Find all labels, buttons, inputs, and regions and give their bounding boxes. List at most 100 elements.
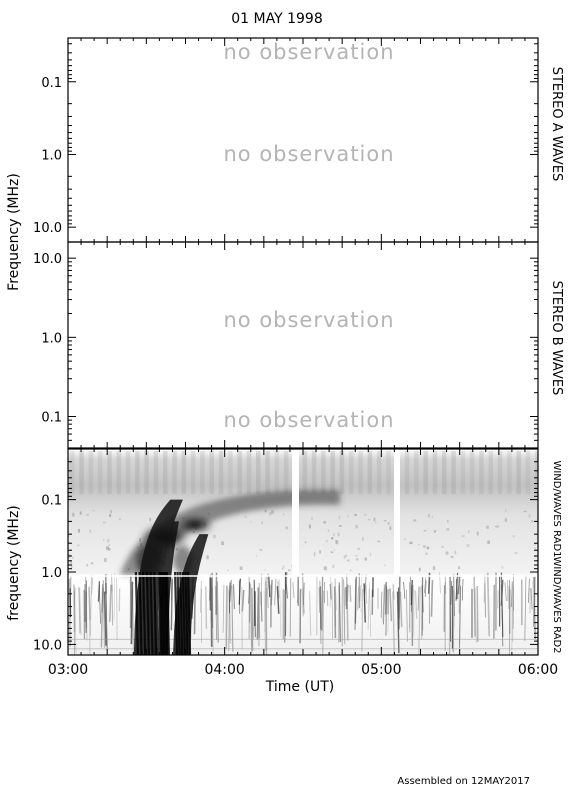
type-iii-burst-striation bbox=[173, 571, 179, 655]
rad1-speckle bbox=[343, 555, 346, 559]
rad2-noise-streak bbox=[225, 585, 228, 649]
rad1-speckle bbox=[387, 522, 390, 525]
rad1-modulation-stripe bbox=[349, 451, 354, 495]
rad1-modulation-stripe bbox=[432, 451, 438, 495]
rad2-noise-streak bbox=[354, 576, 357, 624]
rad1-speckle bbox=[355, 555, 358, 557]
rad2-noise-streak bbox=[130, 581, 134, 645]
rad2-noise-streak bbox=[410, 576, 413, 612]
rad1-speckle bbox=[487, 540, 491, 544]
panel-wind: 0.1 1.0 10.0 frequency (MHz) WIND/WAVES RA… bbox=[6, 448, 562, 656]
rad1-modulation-stripe bbox=[376, 451, 382, 495]
rad1-speckle bbox=[345, 554, 348, 557]
rad1-speckle bbox=[77, 529, 81, 533]
stereo-a-y-tick-label: 1.0 bbox=[41, 148, 62, 163]
rad2-noise-streak bbox=[321, 590, 325, 655]
rad1-speckle bbox=[350, 569, 352, 572]
rad1-modulation-stripe bbox=[479, 451, 484, 495]
type-iii-burst-striation bbox=[159, 571, 165, 655]
rad2-noise-streak bbox=[474, 587, 477, 643]
rad1-speckle bbox=[287, 569, 291, 572]
rad1-modulation-stripe bbox=[200, 451, 205, 495]
rad1-speckle bbox=[227, 569, 229, 572]
rad1-speckle bbox=[418, 567, 421, 572]
type-iii-burst-striation bbox=[165, 571, 171, 655]
rad2-noise-streak bbox=[216, 581, 219, 643]
rad1-speckle bbox=[357, 547, 361, 550]
rad1-modulation-stripe bbox=[144, 451, 149, 495]
type-iii-burst-striation bbox=[179, 571, 184, 655]
rad1-speckle bbox=[423, 530, 427, 532]
rad1-speckle bbox=[534, 546, 536, 550]
rad2-noise-streak bbox=[200, 580, 202, 613]
rad1-speckle bbox=[333, 549, 335, 551]
rad1-speckle bbox=[314, 552, 316, 557]
type-iii-burst-striation bbox=[176, 571, 181, 655]
rad1-speckle bbox=[433, 530, 437, 533]
rad1-speckle bbox=[355, 558, 359, 561]
rad1-speckle bbox=[413, 519, 417, 522]
rad1-modulation-stripe bbox=[70, 451, 75, 495]
type-iii-burst-striation bbox=[142, 571, 147, 655]
rad2-noise-streak bbox=[387, 585, 390, 633]
rad1-speckle bbox=[270, 509, 274, 514]
rad2-noise-streak bbox=[500, 579, 504, 606]
rad2-noise-streak bbox=[113, 572, 116, 620]
x-tick-label: 06:00 bbox=[518, 662, 558, 678]
rad1-modulation-stripe bbox=[404, 451, 410, 495]
rad1-speckle bbox=[355, 524, 358, 529]
rad1-speckle bbox=[505, 509, 507, 512]
rad1-modulation-stripe bbox=[237, 451, 242, 495]
rad2-noise-streak bbox=[260, 591, 263, 622]
rad2-noise-streak bbox=[78, 587, 81, 634]
rad1-speckle bbox=[373, 517, 376, 522]
rad2-noise-streak bbox=[527, 578, 530, 603]
rad1-speckle bbox=[486, 525, 489, 529]
rad1-speckle bbox=[445, 551, 449, 555]
rad2-noise-streak bbox=[367, 588, 370, 630]
stereo-b-y-tick-label: 0.1 bbox=[41, 410, 62, 425]
rad2-noise-streak bbox=[111, 584, 114, 626]
rad1-speckle bbox=[476, 531, 479, 536]
type-iii-burst-striation bbox=[153, 571, 158, 655]
rad1-speckle bbox=[149, 517, 152, 522]
shared-y-axis-label: Frequency (MHz) bbox=[6, 173, 22, 291]
rad2-noise-streak bbox=[248, 576, 251, 623]
rad1-modulation-stripe bbox=[246, 451, 252, 495]
rad1-speckle bbox=[107, 539, 110, 543]
rad2-noise-streak bbox=[403, 581, 406, 599]
rad1-speckle bbox=[494, 526, 497, 528]
rad2-noise-streak bbox=[329, 583, 332, 600]
rad1-modulation-stripe bbox=[256, 451, 261, 495]
rad2-noise-streak bbox=[101, 580, 104, 613]
rad1-modulation-stripe bbox=[228, 451, 233, 495]
rad1-modulation-stripe bbox=[163, 451, 168, 495]
rad1-speckle bbox=[72, 556, 74, 559]
type-iii-burst-striation bbox=[149, 571, 154, 655]
rad2-noise-streak bbox=[424, 580, 427, 597]
rad2-noise-streak bbox=[226, 587, 229, 629]
rad2-noise-streak bbox=[222, 585, 225, 633]
rad1-speckle bbox=[335, 540, 338, 543]
rad2-noise-streak bbox=[285, 583, 289, 599]
stereo-b-right-label: STEREO B WAVES bbox=[549, 281, 564, 396]
panel-stereo-b-ticks: 10.0 1.0 0.1 bbox=[33, 242, 539, 449]
rad2-noise-streak bbox=[329, 574, 332, 608]
panel-stereo-a-ticks: 0.1 1.0 10.0 bbox=[33, 38, 539, 242]
rad1-speckle bbox=[364, 557, 367, 561]
rad1-speckle bbox=[441, 546, 444, 548]
rad1-speckle bbox=[446, 528, 450, 531]
rad1-speckle bbox=[250, 521, 252, 523]
panel-stereo-a: 0.1 1.0 10.0 no observation no observation… bbox=[33, 37, 564, 243]
rad2-noise-streak bbox=[506, 580, 509, 602]
footer-assembled: Assembled on 12MAY2017 bbox=[397, 776, 530, 787]
rad2-noise-streak bbox=[414, 590, 418, 619]
type-iii-burst-striation bbox=[181, 571, 186, 655]
rad1-speckle bbox=[447, 519, 449, 523]
rad1-speckle bbox=[426, 546, 430, 550]
rad1-speckle bbox=[335, 540, 339, 545]
rad2-noise-streak bbox=[483, 574, 486, 603]
rad1-modulation-stripe bbox=[525, 451, 531, 495]
rad2-noise-streak bbox=[405, 589, 408, 642]
rad1-speckle bbox=[331, 551, 334, 554]
